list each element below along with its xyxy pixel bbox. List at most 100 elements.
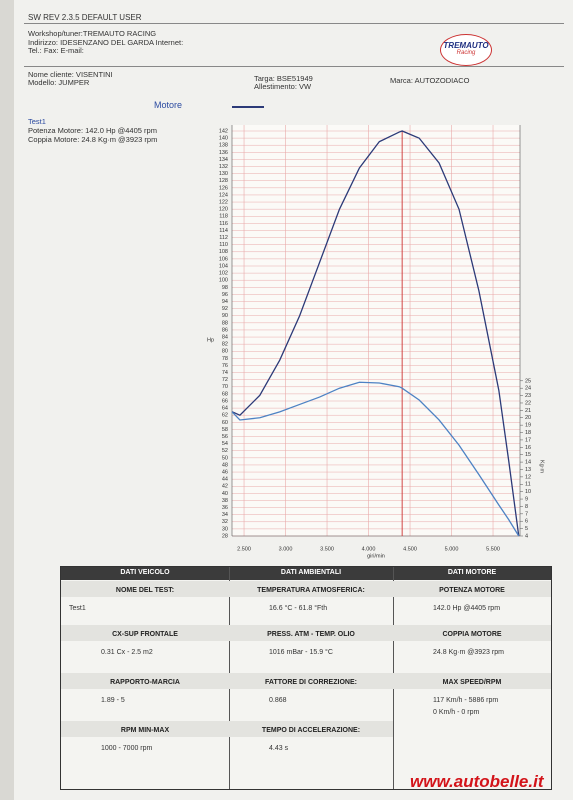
y-tick-label: 118 [219, 214, 228, 220]
y2-tick-label: 15 [525, 452, 531, 458]
cell-label: PRESS. ATM - TEMP. OLIO [267, 631, 355, 638]
y-tick-label: 42 [222, 484, 228, 490]
y2-tick-label: 8 [525, 504, 528, 510]
watermark: www.autobelle.it [410, 772, 544, 791]
legend-swatch [232, 106, 264, 108]
row-band [229, 581, 393, 597]
y2-tick-label: 4 [525, 533, 528, 539]
y-tick-label: 80 [222, 349, 228, 355]
y2-tick-label: 20 [525, 415, 531, 421]
client: Nome cliente: VISENTINI [28, 70, 113, 79]
y-tick-label: 70 [222, 384, 228, 390]
y-tick-label: 134 [219, 157, 228, 163]
cell-label: RPM MIN-MAX [120, 727, 170, 734]
data-table: DATI VEICOLO NOME DEL TEST: Test1 CX-SUP FR… [60, 566, 552, 790]
cell-value: 1016 mBar - 15.9 °C [269, 649, 333, 656]
y-tick-label: 110 [219, 242, 228, 248]
cell-label: TEMPO DI ACCELERAZIONE: [261, 727, 361, 734]
address: Indirizzo: IDESENZANO DEL GARDA Internet… [28, 38, 184, 47]
y-tick-label: 46 [222, 470, 228, 476]
y-tick-label: 100 [219, 278, 228, 284]
y2-axis-label: Kg·m [539, 460, 545, 474]
y2-tick-label: 23 [525, 393, 531, 399]
y2-tick-label: 22 [525, 400, 531, 406]
y-tick-label: 66 [222, 398, 228, 404]
y-axis-label: Hp [207, 337, 214, 343]
legend-title: Motore [154, 100, 183, 110]
y-tick-label: 86 [222, 327, 228, 333]
row-band [61, 673, 229, 689]
y2-tick-label: 19 [525, 423, 531, 429]
y-tick-label: 76 [222, 363, 228, 369]
x-tick-label: 2.500 [237, 546, 251, 552]
cell-value: 1000 - 7000 rpm [101, 745, 153, 752]
cell-value: 1.89 - 5 [101, 697, 125, 704]
software: SW REV 2.3.5 DEFAULT USER [28, 13, 142, 22]
cell-label: CX-SUP FRONTALE [112, 631, 178, 638]
rule [24, 23, 564, 24]
row-band [393, 625, 551, 641]
row-band [61, 581, 229, 597]
y-tick-label: 108 [219, 249, 228, 255]
column-title: DATI MOTORE [447, 569, 497, 576]
row-band [229, 673, 393, 689]
row-band [61, 721, 229, 737]
y-tick-label: 84 [222, 335, 228, 341]
cell-value: 142.0 Hp @4405 rpm [433, 605, 501, 612]
brand: Marca: AUTOZODIACO [390, 76, 470, 85]
x-tick-label: 4.000 [362, 546, 376, 552]
workshop: Workshop/tuner:TREMAUTO RACING [28, 29, 157, 38]
y-tick-label: 48 [222, 462, 228, 468]
row-band [61, 625, 229, 641]
y-tick-label: 140 [219, 136, 228, 142]
y2-tick-label: 14 [525, 460, 531, 466]
y-tick-label: 90 [222, 313, 228, 319]
y2-tick-label: 18 [525, 430, 531, 436]
y-tick-label: 142 [219, 128, 228, 134]
cell-value: 16.6 °C - 61.8 °Fth [269, 605, 328, 612]
chart: Hp Kg·m giri/min 28303234363840424446485… [207, 125, 545, 559]
y2-tick-label: 12 [525, 474, 531, 480]
y-tick-label: 136 [219, 150, 228, 156]
y2-tick-label: 11 [525, 482, 531, 488]
y-tick-label: 104 [219, 263, 228, 269]
y-tick-label: 112 [219, 235, 228, 241]
cell-label: NOME DEL TEST: [115, 587, 175, 594]
y2-tick-label: 16 [525, 445, 531, 451]
legend-entry: Coppia Motore: 24.8 Kg·m @3923 rpm [28, 135, 158, 144]
y-tick-label: 78 [222, 356, 228, 362]
row-band [393, 673, 551, 689]
y-tick-label: 68 [222, 391, 228, 397]
rule [24, 66, 564, 67]
y-tick-label: 126 [219, 185, 228, 191]
y-tick-label: 50 [222, 455, 228, 461]
legend-entry: Potenza Motore: 142.0 Hp @4405 rpm [28, 126, 157, 135]
cell-label: COPPIA MOTORE [442, 631, 502, 638]
cell-value: 4.43 s [269, 745, 289, 752]
row-band [229, 625, 393, 641]
y-tick-label: 40 [222, 491, 228, 497]
y-tick-label: 120 [219, 207, 228, 213]
contacts: Tel.: Fax: E-mail: [28, 46, 84, 55]
y-tick-label: 122 [219, 200, 228, 206]
y-tick-label: 128 [219, 178, 228, 184]
y-tick-label: 106 [219, 256, 228, 262]
y2-tick-label: 5 [525, 526, 528, 532]
cell-label: FATTORE DI CORREZIONE: [265, 679, 357, 686]
x-tick-label: 3.000 [279, 546, 293, 552]
y2-tick-label: 7 [525, 511, 528, 517]
cell-label: RAPPORTO-MARCIA [110, 679, 180, 686]
y-tick-label: 82 [222, 342, 228, 348]
row-band [393, 581, 551, 597]
y-tick-label: 28 [222, 533, 228, 539]
x-tick-label: 4.500 [403, 546, 417, 552]
y-tick-label: 58 [222, 427, 228, 433]
y-tick-label: 74 [222, 370, 228, 376]
y-tick-label: 124 [219, 192, 228, 198]
subtitle: Test1 [28, 117, 46, 126]
cell-label: POTENZA MOTORE [439, 587, 505, 594]
y-tick-label: 32 [222, 519, 228, 525]
y2-tick-label: 10 [525, 489, 531, 495]
cell-label: TEMPERATURA ATMOSFERICA: [257, 587, 365, 594]
cell-value: 0.868 [269, 697, 287, 704]
